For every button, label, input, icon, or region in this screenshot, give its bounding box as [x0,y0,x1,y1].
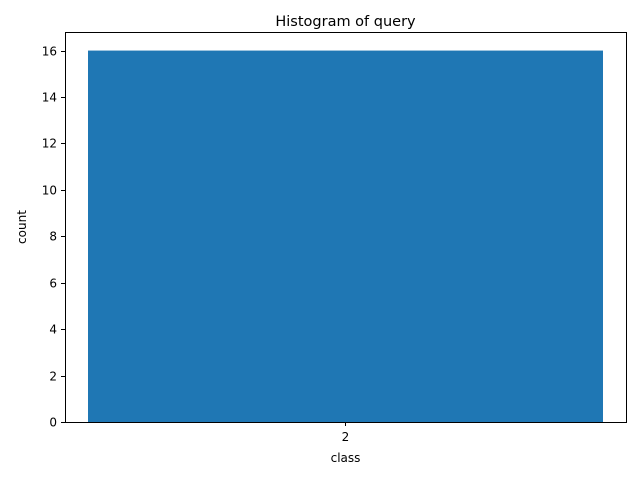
y-tick-label: 2 [49,370,57,384]
y-tick-label: 12 [42,137,57,151]
x-ticks: 2 [342,422,350,444]
y-tick-label: 0 [49,416,57,430]
bar-2 [88,50,603,422]
y-tick-label: 4 [49,323,57,337]
y-tick-label: 6 [49,277,57,291]
chart-title: Histogram of query [275,14,416,30]
y-tick-label: 8 [49,230,57,244]
y-ticks: 0 2 4 6 8 10 12 14 16 [42,45,65,430]
y-tick-label: 14 [42,91,57,105]
x-tick-label: 2 [342,430,350,444]
y-tick-label: 10 [42,184,57,198]
y-tick-label: 16 [42,45,57,59]
x-axis-label: class [331,451,361,465]
bars-layer [88,50,603,422]
y-axis-label: count [15,210,29,244]
